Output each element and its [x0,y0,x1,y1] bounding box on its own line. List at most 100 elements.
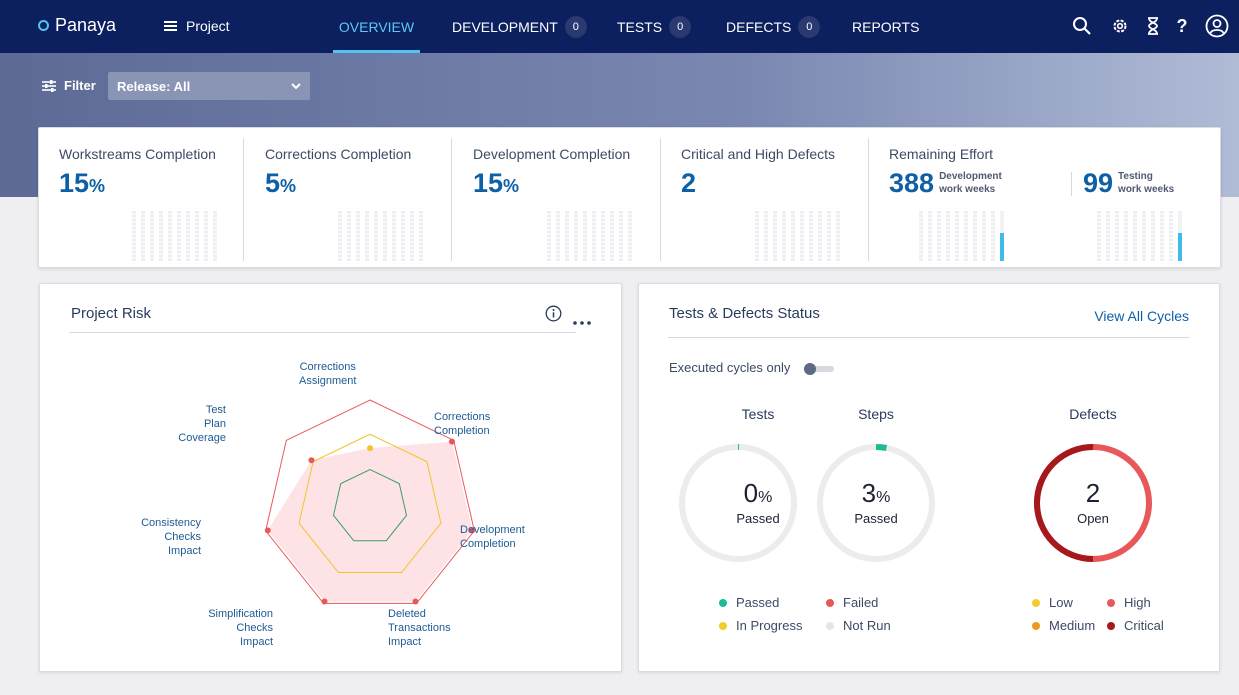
kpi-effort-dev-label: Development work weeks [939,170,1002,196]
tests-donut-passed-arc [679,444,797,562]
tab-defects-badge: 0 [798,15,821,38]
kpi-effort-test-label: Testing work weeks [1118,170,1174,196]
radar-point [264,527,271,534]
kpi-separator [868,138,869,261]
tab-defects[interactable]: DEFECTS 0 [726,0,821,53]
tests-donut-center[interactable]: 0% Passed [698,478,818,526]
filter-label: Filter [64,78,96,93]
legend-dot [826,598,834,607]
kpi-separator [660,138,661,261]
radar-label-line: Test [205,404,226,416]
legend-label: Passed [736,595,780,610]
radar-label-line: Coverage [178,432,226,444]
tab-tests[interactable]: TESTS 0 [617,0,692,53]
kpi-development-unit: % [503,176,520,196]
help-icon[interactable]: ? [1176,15,1188,36]
radar-point [321,598,328,605]
radar-label-line: Simplification [208,608,273,620]
steps-passed-label: Passed [854,511,898,526]
executed-cycles-toggle[interactable] [804,363,834,375]
kpi-effort-divider [1071,172,1072,196]
kpi-effort-dev-label-1: Development [939,171,1002,182]
logo[interactable]: Panaya [38,15,116,36]
radar-label-line: Completion [460,538,516,550]
kpi-effort-dev-label-2: work weeks [939,184,996,195]
kpi-defects[interactable]: Critical and High Defects 2 [661,128,868,267]
kpi-effort-dev-sparkbars [919,211,1004,261]
legend-label: Low [1049,595,1073,610]
kpi-defects-sparkbars [755,211,840,261]
radar-chart [264,399,476,605]
hourglass-icon[interactable] [1141,14,1165,38]
radar-point [367,445,373,452]
project-risk-title: Project Risk [71,305,152,322]
kpi-effort-test-label-2: work weeks [1118,184,1175,195]
tab-overview[interactable]: OVERVIEW [333,0,420,53]
view-all-cycles-link[interactable]: View All Cycles [1094,308,1189,324]
radar-point [448,438,455,445]
kpi-remaining-effort[interactable]: Remaining Effort 388 Development work wee… [869,128,1221,267]
defects-donut-center[interactable]: 2 Open [1033,478,1153,526]
legend-failed: Failed [826,595,878,610]
kpi-workstreams-title: Workstreams Completion [59,146,216,162]
more-options-icon[interactable] [573,312,591,330]
kpi-corrections-value: 5% [265,168,296,199]
kpi-development-sparkbars [547,211,632,261]
radar-point [412,598,419,605]
tests-percent-number: 0 [743,478,759,508]
legend-label: Not Run [843,618,891,633]
legend-high: High [1107,595,1151,610]
legend-label: Critical [1124,618,1164,633]
radar-label-development-completion: Development Completion [460,523,525,551]
legend-in-progress: In Progress [719,618,802,633]
filter-button[interactable]: Filter [41,78,96,93]
kpi-workstreams[interactable]: Workstreams Completion 15% [39,128,244,267]
logo-ring-icon [38,20,49,31]
kpi-corrections[interactable]: Corrections Completion 5% [245,128,450,267]
kpi-card: Workstreams Completion 15% Corrections C… [38,127,1221,268]
info-icon[interactable] [545,305,562,327]
legend-label: In Progress [736,618,803,633]
project-menu[interactable]: Project [164,18,230,34]
defects-heading: Defects [1069,406,1117,422]
kpi-development-title: Development Completion [473,146,631,162]
defects-count: 2 [1085,478,1101,508]
legend-dot [826,621,834,630]
kpi-effort-test-number: 99 [1083,168,1114,198]
radar-label-line: Deleted [388,608,426,620]
radar-level-high [265,399,475,604]
kpi-corrections-number: 5 [265,168,281,198]
kpi-development[interactable]: Development Completion 15% [453,128,660,267]
tests-defects-panel: Tests & Defects Status View All Cycles E… [638,283,1220,672]
filter-sliders-icon [42,79,56,92]
search-icon[interactable] [1070,14,1094,38]
tab-defects-label: DEFECTS [726,18,792,35]
legend-low: Low [1032,595,1073,610]
kpi-workstreams-unit: % [89,176,106,196]
tab-development[interactable]: DEVELOPMENT 0 [452,0,587,53]
radar-level-low [332,468,408,542]
release-dropdown[interactable]: Release: All [108,72,310,100]
toggle-track [808,366,834,372]
radar-label-consistency-checks: Consistency Checks Impact [120,516,201,558]
gear-icon[interactable] [1108,14,1132,38]
kpi-workstreams-value: 15% [59,168,105,199]
radar-point [469,527,476,534]
release-dropdown-value: Release: All [117,79,191,94]
kpi-corrections-sparkbars [338,211,423,261]
radar-label-line: Transactions [388,622,451,634]
tab-reports[interactable]: REPORTS [852,0,919,53]
radar-label-line: Completion [434,425,490,437]
user-icon[interactable] [1205,14,1229,38]
steps-percent-number: 3 [861,478,877,508]
hamburger-icon [164,21,177,31]
kpi-corrections-unit: % [280,176,297,196]
legend-label: Failed [843,595,879,610]
steps-donut-center[interactable]: 3% Passed [816,478,936,526]
tests-defects-divider [668,337,1190,338]
tests-percent: 0% [698,478,818,509]
radar-label-line: Checks [236,622,273,634]
top-nav: Panaya Project OVERVIEW DEVELOPMENT 0 TE… [0,0,1239,53]
radar-point [308,457,315,464]
tab-reports-label: REPORTS [852,18,920,35]
